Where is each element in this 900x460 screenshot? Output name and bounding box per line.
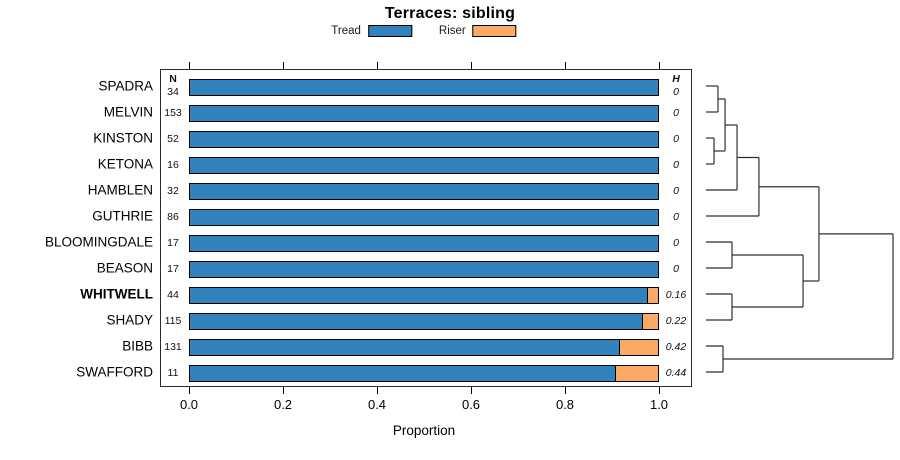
h-value-beason: 0	[673, 262, 679, 275]
axis-tick-bottom	[283, 387, 284, 394]
h-value-melvin: 0	[673, 106, 679, 119]
bar-segment-tread	[189, 130, 659, 148]
row-label-beason: BEASON	[96, 260, 153, 276]
legend-swatch-tread	[367, 25, 412, 37]
legend-item-tread: Tread	[331, 25, 412, 37]
h-value-bibb: 0.42	[665, 340, 687, 353]
n-value-hamblen: 32	[167, 184, 179, 197]
axis-tick-label: 0.6	[461, 397, 481, 412]
row-label-melvin: MELVIN	[103, 104, 153, 120]
bar-bloomingdale	[189, 234, 659, 252]
n-value-beason: 17	[167, 262, 179, 275]
bar-segment-tread	[189, 286, 648, 304]
row-label-bloomingdale: BLOOMINGDALE	[44, 234, 153, 250]
row-label-whitwell: WHITWELL	[80, 286, 153, 302]
bar-beason	[189, 260, 659, 278]
plot-area: N H 34 0 153 0 52 0 16 0 32 0 86 0 17 0 17 0 44 0.16 115 0.…	[160, 62, 692, 394]
x-axis-title: Proportion	[392, 423, 456, 438]
axis-tick-label: 0.8	[555, 397, 575, 412]
row-label-spadra: SPADRA	[98, 78, 153, 94]
row-label-bibb: BIBB	[122, 338, 153, 354]
n-value-swafford: 11	[167, 366, 179, 379]
axis-tick-top	[377, 62, 378, 69]
h-value-hamblen: 0	[673, 184, 679, 197]
row-label-shady: SHADY	[106, 312, 153, 328]
bar-segment-tread	[189, 312, 643, 330]
dendrogram	[706, 85, 894, 373]
bar-segment-riser	[641, 312, 659, 330]
axis-tick-bottom	[471, 387, 472, 394]
legend-item-riser: Riser	[439, 25, 517, 37]
legend-swatch-riser	[472, 25, 517, 37]
bar-shady	[189, 312, 659, 330]
bar-spadra	[189, 78, 659, 96]
axis-tick-label: 1.0	[649, 397, 669, 412]
n-value-melvin: 153	[164, 106, 182, 119]
n-value-kinston: 52	[167, 132, 179, 145]
bar-melvin	[189, 104, 659, 122]
legend-label-tread: Tread	[331, 25, 361, 37]
bar-guthrie	[189, 208, 659, 226]
axis-tick-bottom	[377, 387, 378, 394]
legend-label-riser: Riser	[438, 25, 466, 37]
bar-segment-riser	[618, 338, 659, 356]
bar-segment-tread	[189, 234, 659, 252]
axis-tick-top	[659, 62, 660, 69]
axis-tick-top	[283, 62, 284, 69]
h-value-whitwell: 0.16	[665, 288, 687, 301]
n-value-whitwell: 44	[167, 288, 179, 301]
axis-tick-label: 0.2	[273, 397, 293, 412]
axis-tick-label: 0.4	[367, 397, 387, 412]
h-value-kinston: 0	[673, 132, 679, 145]
axis-tick-bottom	[189, 387, 190, 394]
h-column-header: H	[672, 72, 680, 85]
y-axis-labels: SPADRA MELVIN KINSTON KETONA HAMBLEN GUTHRIE B…	[0, 0, 153, 460]
bar-segment-tread	[189, 156, 659, 174]
bar-hamblen	[189, 182, 659, 200]
n-value-bloomingdale: 17	[167, 236, 179, 249]
axis-tick-top	[565, 62, 566, 69]
axis-tick-top	[189, 62, 190, 69]
bar-whitwell	[189, 286, 659, 304]
h-value-ketona: 0	[673, 158, 679, 171]
h-value-shady: 0.22	[665, 314, 687, 327]
axis-tick-bottom	[565, 387, 566, 394]
h-value-guthrie: 0	[673, 210, 679, 223]
bar-bibb	[189, 338, 659, 356]
n-value-bibb: 131	[164, 340, 182, 353]
axis-tick-label: 0.0	[179, 397, 199, 412]
bar-segment-tread	[189, 104, 659, 122]
bar-segment-tread	[189, 338, 620, 356]
bar-segment-riser	[614, 364, 659, 382]
axis-tick-top	[471, 62, 472, 69]
n-value-spadra: 34	[167, 85, 179, 98]
n-value-ketona: 16	[167, 158, 179, 171]
bar-segment-tread	[189, 364, 616, 382]
bar-kinston	[189, 130, 659, 148]
bar-ketona	[189, 156, 659, 174]
row-label-kinston: KINSTON	[93, 130, 153, 146]
h-value-swafford: 0.44	[665, 366, 687, 379]
bar-swafford	[189, 364, 659, 382]
row-label-ketona: KETONA	[97, 156, 153, 172]
bar-segment-tread	[189, 78, 659, 96]
legend: Tread Riser	[331, 25, 517, 37]
bar-segment-tread	[189, 208, 659, 226]
row-label-guthrie: GUTHRIE	[92, 208, 153, 224]
bar-segment-riser	[646, 286, 659, 304]
n-column-header: N	[169, 72, 177, 85]
row-label-hamblen: HAMBLEN	[87, 182, 153, 198]
row-label-swafford: SWAFFORD	[76, 364, 153, 380]
h-value-bloomingdale: 0	[673, 236, 679, 249]
h-value-spadra: 0	[673, 85, 679, 98]
bar-segment-tread	[189, 260, 659, 278]
n-value-guthrie: 86	[167, 210, 179, 223]
axis-tick-bottom	[659, 387, 660, 394]
chart-title: Terraces: sibling	[384, 5, 516, 22]
n-value-shady: 115	[164, 314, 182, 327]
bar-segment-tread	[189, 182, 659, 200]
